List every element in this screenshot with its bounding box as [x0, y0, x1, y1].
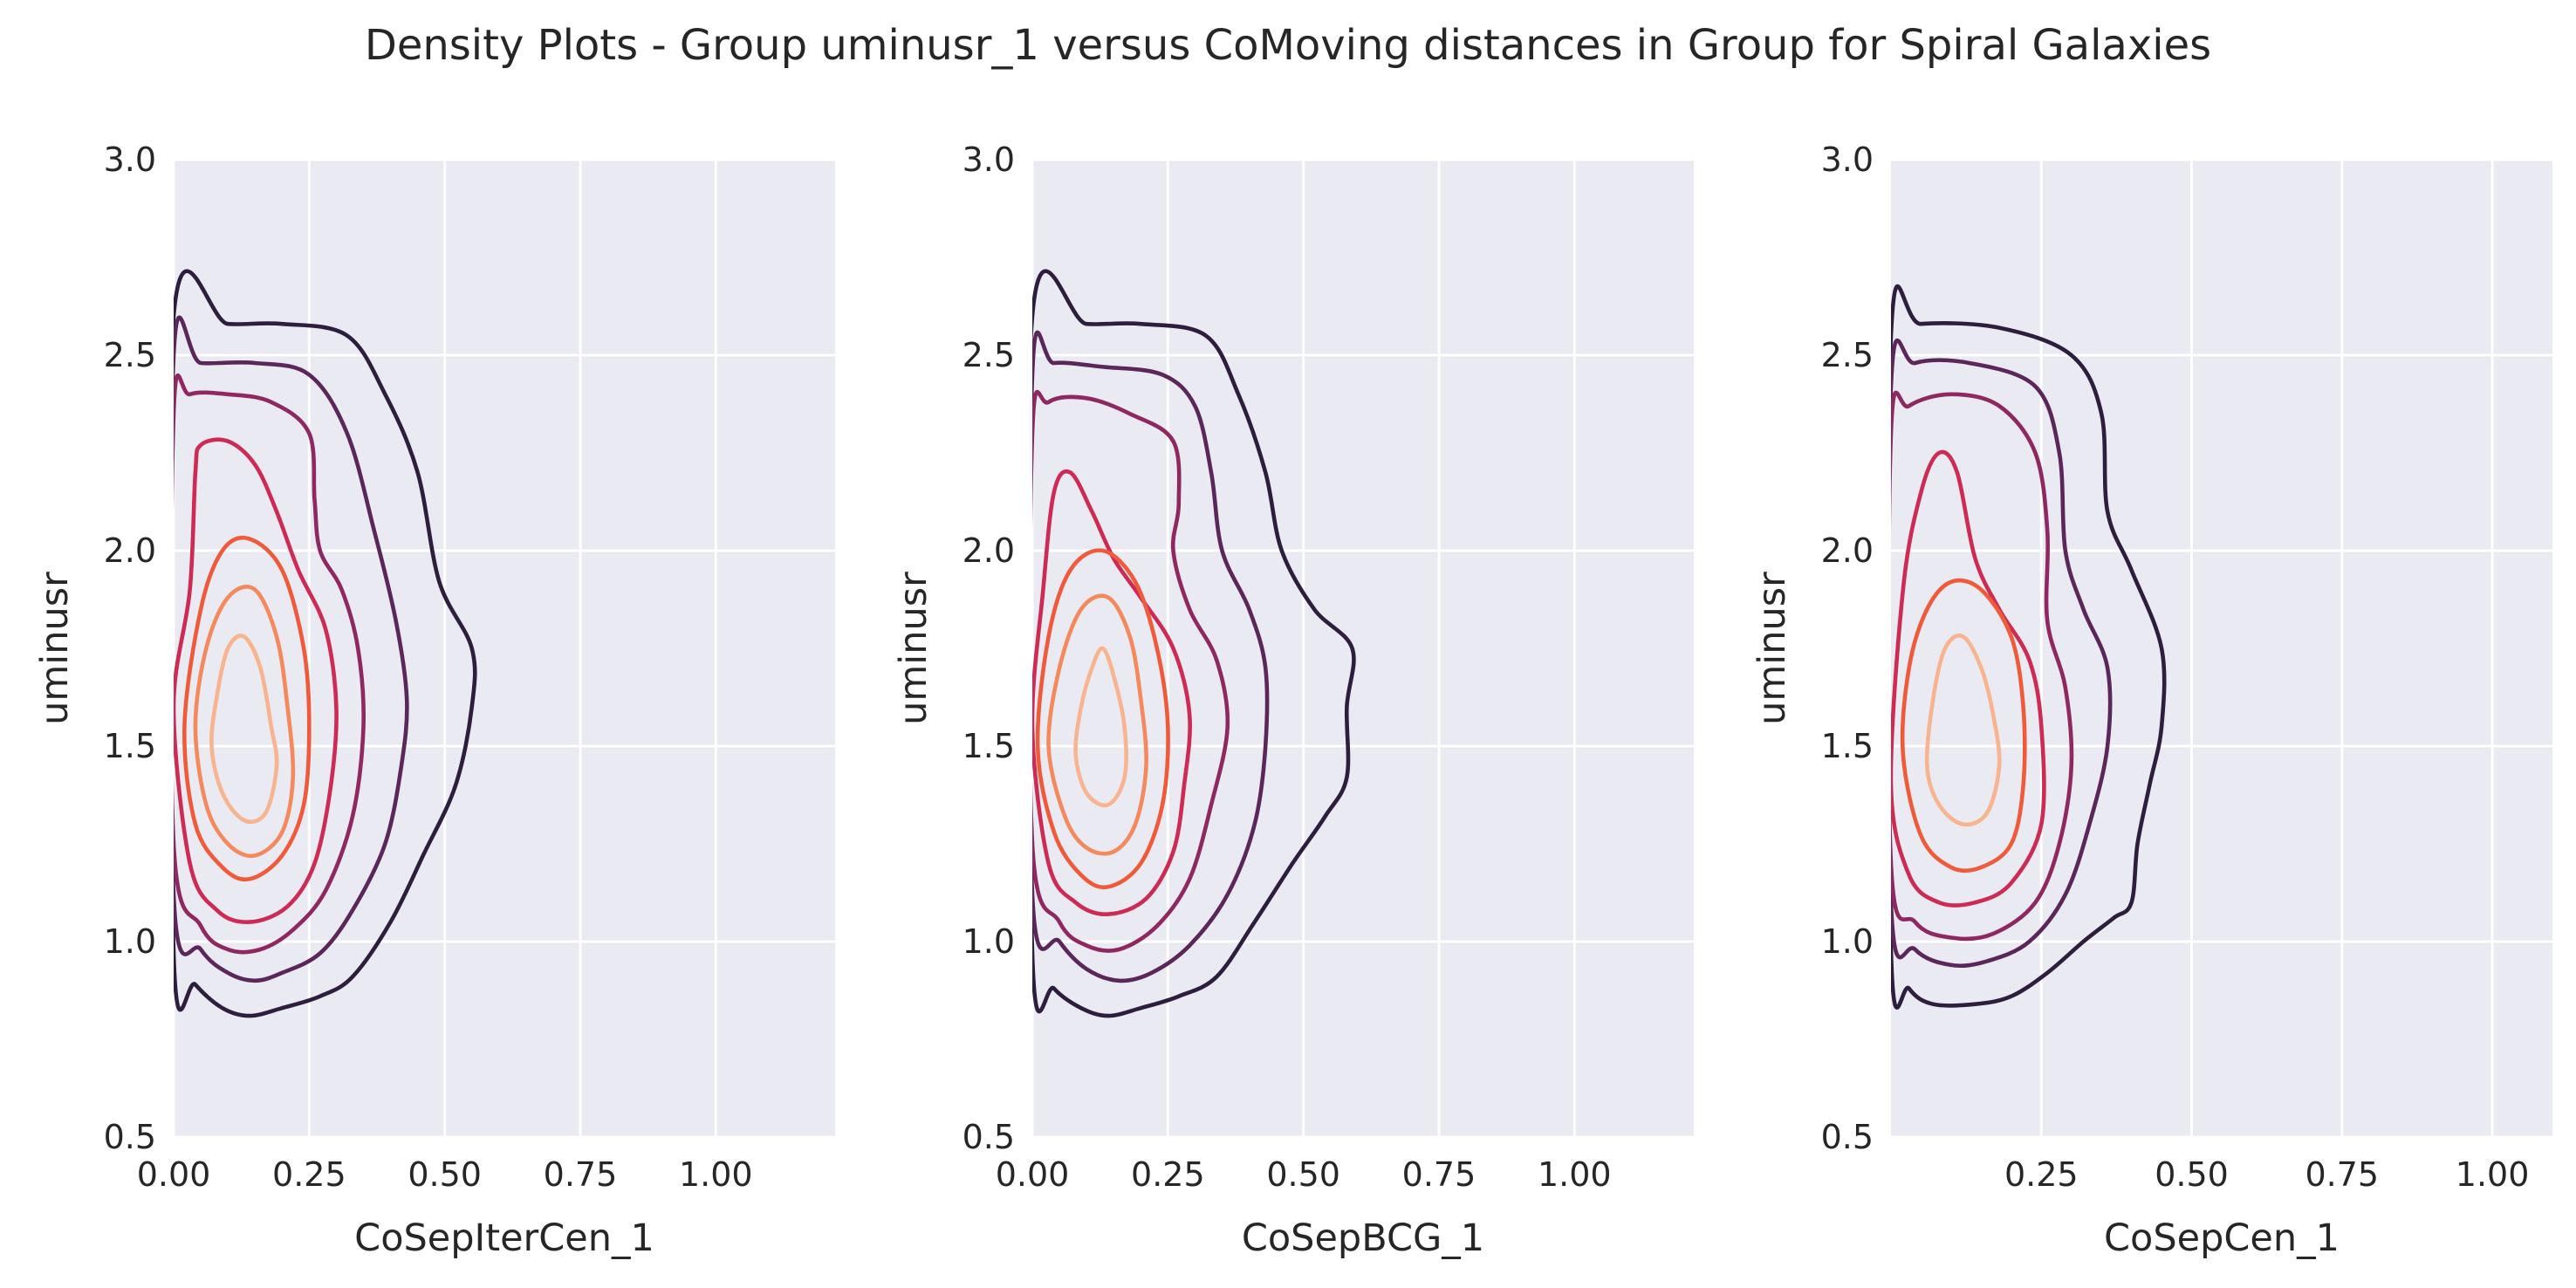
y-tick-label: 2.0 [104, 531, 156, 570]
y-tick-label: 3.0 [1821, 140, 1874, 179]
y-tick-label: 0.5 [104, 1118, 156, 1156]
contour-group [1891, 284, 2167, 1010]
x-tick-label: 0.00 [137, 1155, 211, 1194]
x-tick-label: 1.00 [679, 1155, 753, 1194]
y-tick-label: 2.0 [1821, 531, 1874, 570]
contour-level-4 [1891, 449, 2046, 908]
x-axis-label: CoSepCen_1 [2104, 1216, 2340, 1260]
contour-level-1 [1032, 269, 1356, 1018]
y-tick-label: 1.5 [104, 727, 156, 765]
y-tick-label: 1.0 [104, 922, 156, 961]
x-tick-label: 0.75 [2305, 1155, 2380, 1194]
y-tick-label: 2.5 [1821, 336, 1874, 374]
contour-level-6 [1924, 634, 2002, 827]
panel-1: 0.00 0.25 0.50 0.75 1.00 0.5 1.0 1.5 2.0 2.5 3.0 Co… [33, 140, 835, 1260]
y-axis-label: uminusr [33, 572, 77, 725]
contour-group [174, 269, 477, 1018]
y-tick-label: 1.0 [1821, 922, 1874, 961]
contour-group [1032, 269, 1356, 1018]
contour-level-6 [193, 585, 296, 859]
y-tick-label: 2.5 [104, 336, 156, 374]
y-tick-label: 3.0 [104, 140, 156, 179]
plot-area [1891, 160, 2552, 1137]
y-tick-label: 2.0 [963, 531, 1015, 570]
y-tick-label: 2.5 [963, 336, 1015, 374]
panel-3: 0.25 0.50 0.75 1.00 0.5 1.0 1.5 2.0 2.5 3.0 CoSepC… [1750, 140, 2552, 1260]
contour-level-5 [1900, 578, 2027, 874]
y-axis-label: uminusr [892, 572, 935, 725]
contour-level-3 [174, 373, 366, 955]
y-tick-label: 0.5 [963, 1118, 1015, 1156]
x-tick-label: 0.50 [1266, 1155, 1340, 1194]
x-tick-label: 0.50 [2155, 1155, 2229, 1194]
contour-level-4 [1032, 469, 1192, 916]
y-tick-label: 3.0 [963, 140, 1015, 179]
x-tick-label: 0.00 [996, 1155, 1070, 1194]
x-tick-label: 0.25 [1131, 1155, 1205, 1194]
y-tick-label: 0.5 [1821, 1118, 1874, 1156]
y-axis-label: uminusr [1750, 572, 1794, 725]
contour-level-3 [1891, 390, 2074, 942]
x-axis-label: CoSepIterCen_1 [354, 1216, 654, 1260]
contour-level-5 [1035, 548, 1170, 890]
contour-level-6 [1046, 593, 1148, 856]
y-tick-label: 1.5 [963, 727, 1015, 765]
x-tick-label: 0.25 [272, 1155, 346, 1194]
contour-level-3 [1032, 389, 1230, 953]
contour-level-2 [1891, 338, 2113, 969]
x-axis-label: CoSepBCG_1 [1242, 1216, 1484, 1260]
panels: 0.00 0.25 0.50 0.75 1.00 0.5 1.0 1.5 2.0 2.5 3.0 Co… [33, 140, 2552, 1260]
contour-level-1 [174, 269, 477, 1018]
figure-title: Density Plots - Group uminusr_1 versus C… [365, 21, 2211, 70]
x-tick-label: 0.75 [544, 1155, 618, 1194]
panel-2: 0.00 0.25 0.50 0.75 1.00 0.5 1.0 1.5 2.0 2.5 3.0 Co… [892, 140, 1694, 1260]
contour-level-5 [182, 535, 312, 882]
x-tick-label: 0.25 [2004, 1155, 2079, 1194]
contour-level-2 [1032, 330, 1270, 983]
contour-level-1 [1891, 284, 2167, 1010]
contour-level-4 [174, 437, 339, 924]
x-tick-label: 0.50 [408, 1155, 482, 1194]
y-tick-label: 1.0 [963, 922, 1015, 961]
x-tick-label: 1.00 [2456, 1155, 2530, 1194]
contour-level-7 [209, 634, 279, 825]
x-tick-label: 1.00 [1538, 1155, 1612, 1194]
contour-level-2 [174, 315, 409, 983]
y-tick-label: 1.5 [1821, 727, 1874, 765]
contour-level-7 [1073, 646, 1128, 808]
x-tick-label: 0.75 [1402, 1155, 1476, 1194]
plot-area [174, 160, 835, 1137]
